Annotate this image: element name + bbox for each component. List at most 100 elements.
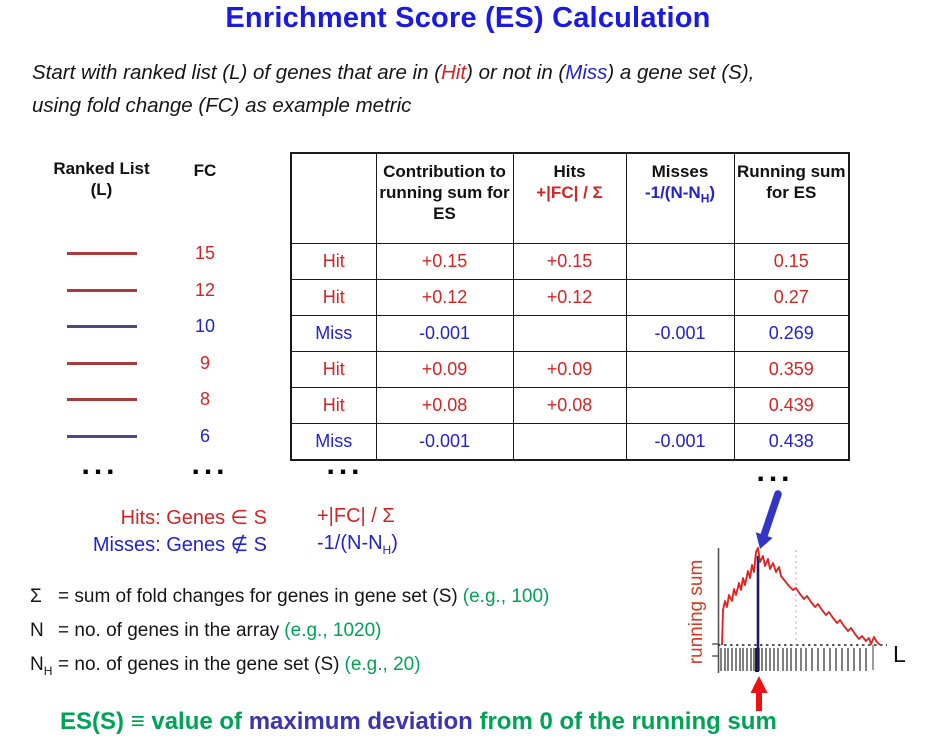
hit-miss-cell: Hit xyxy=(290,279,377,316)
def-example: (e.g., 20) xyxy=(344,653,421,675)
misses-header-formula: -1/(N-NH) xyxy=(644,183,716,206)
misses-legend-formula-pre: -1/(N-N xyxy=(317,532,383,554)
def-symbol: Σ xyxy=(30,586,42,607)
hits-legend-formula: +|FC| / Σ xyxy=(317,505,395,527)
definition-row: N = no. of genes in the array (e.g., 1020) xyxy=(30,617,549,651)
hits-header-title: Hits xyxy=(553,162,586,181)
misses-legend-formula-sub: H xyxy=(382,543,392,557)
hit-miss-cell: Miss xyxy=(290,423,377,461)
contribution-cell: -0.001 xyxy=(375,423,514,461)
misses-formula-post: ) xyxy=(709,183,716,202)
es-position-arrow-icon xyxy=(750,676,768,711)
contribution-cell: +0.12 xyxy=(375,279,514,316)
misses-cell xyxy=(625,351,735,388)
hits-cell: +0.08 xyxy=(512,387,627,424)
running-sum-header: Running sum for ES xyxy=(733,152,850,244)
contribution-cell: +0.09 xyxy=(375,351,514,388)
table-row: Hit +0.15 +0.15 0.15 xyxy=(290,243,850,280)
misses-header: Misses -1/(N-NH) xyxy=(625,152,735,244)
gene-rank-line xyxy=(67,398,137,401)
ranked-list-item: 9 xyxy=(32,346,262,382)
misses-header-title: Misses xyxy=(651,162,709,181)
page-title: Enrichment Score (ES) Calculation xyxy=(225,2,711,34)
ellipsis-chart: ... xyxy=(756,455,794,488)
def-symbol: N xyxy=(30,619,44,641)
hits-cell: +0.15 xyxy=(512,243,627,280)
table-row: Hit +0.09 +0.09 0.359 xyxy=(290,351,850,388)
contribution-cell: -0.001 xyxy=(375,315,514,352)
hits-cell: +0.12 xyxy=(512,279,627,316)
fc-header: FC xyxy=(193,161,217,180)
hits-cell xyxy=(512,423,627,461)
ellipsis-ranked-list: ... xyxy=(81,448,119,481)
hit-miss-cell: Hit xyxy=(290,243,377,280)
definition-row: NH = no. of genes in the gene set (S) (e.g… xyxy=(30,651,549,685)
es-calculation-table: Contribution to running sum for ES Hits … xyxy=(290,152,850,461)
def-example: (e.g., 1020) xyxy=(284,619,382,641)
hits-cell xyxy=(512,315,627,352)
running-sum-cell: 0.269 xyxy=(733,315,850,352)
table-row: Miss -0.001 -0.001 0.269 xyxy=(290,315,850,352)
running-sum-cell: 0.27 xyxy=(733,279,850,316)
running-sum-chart: running sum L xyxy=(686,490,906,711)
def-symbol: NH xyxy=(30,653,53,678)
def-example: (e.g., 100) xyxy=(462,586,550,607)
hit-miss-cell: Hit xyxy=(290,351,377,388)
def-text: = no. of genes in the gene set (S) xyxy=(58,653,340,675)
hit-miss-cell: Hit xyxy=(290,387,377,424)
gene-rank-line xyxy=(67,325,137,328)
gene-rank-line xyxy=(67,289,137,292)
conclusion-part1: ES(S) ≡ value of xyxy=(60,708,249,735)
hits-header: Hits +|FC| / Σ xyxy=(512,152,627,244)
conclusion-part2: maximum deviation xyxy=(248,708,473,735)
ranked-list-header-line2: (L) xyxy=(90,180,113,199)
gene-rank-line xyxy=(67,435,137,438)
misses-legend: Misses: Genes ∉ S -1/(N-NH) xyxy=(32,532,492,557)
misses-cell: -0.001 xyxy=(625,423,735,461)
chart-x-label: L xyxy=(893,641,906,667)
hits-header-formula: +|FC| / Σ xyxy=(536,183,603,202)
definitions: Σ = sum of fold changes for genes in gene… xyxy=(30,583,549,684)
misses-legend-label: Misses: Genes ∉ S xyxy=(92,534,267,556)
def-text: = sum of fold changes for genes in gene … xyxy=(58,586,458,607)
definition-row: Σ = sum of fold changes for genes in gene… xyxy=(30,583,549,617)
ranked-list-item: 12 xyxy=(32,273,262,309)
running-sum-cell: 0.15 xyxy=(733,243,850,280)
def-text: = no. of genes in the array xyxy=(58,619,280,641)
table-row: Miss -0.001 -0.001 0.438 xyxy=(290,423,850,461)
ranked-list-item: 6 xyxy=(32,419,262,455)
chart-y-label: running sum xyxy=(686,560,707,665)
conclusion-text: ES(S) ≡ value of maximum deviation from … xyxy=(60,708,777,736)
misses-formula-pre: -1/(N-N xyxy=(644,183,701,202)
gene-hit-ticks xyxy=(720,645,874,672)
fc-value: 15 xyxy=(194,243,216,263)
running-sum-cell: 0.439 xyxy=(733,387,850,424)
ellipsis-table: ... xyxy=(326,448,364,481)
contribution-cell: +0.08 xyxy=(375,387,514,424)
misses-legend-formula-post: ) xyxy=(391,532,398,554)
fc-value: 12 xyxy=(194,280,216,300)
miss-word: Miss xyxy=(565,61,608,84)
ranked-list-item: 15 xyxy=(32,236,262,272)
ranked-list-item: 10 xyxy=(32,309,262,345)
misses-legend-formula: -1/(N-NH) xyxy=(317,532,398,557)
table-row: Hit +0.08 +0.08 0.439 xyxy=(290,387,850,424)
fc-value: 9 xyxy=(199,353,210,373)
running-sum-curve xyxy=(721,547,881,646)
intro-part2: ) or not in ( xyxy=(466,61,566,84)
peak-arrow-icon xyxy=(755,490,782,549)
intro-text: Start with ranked list (L) of genes that… xyxy=(32,56,918,122)
running-sum-cell: 0.359 xyxy=(733,351,850,388)
hit-miss-cell: Miss xyxy=(290,315,377,352)
gene-rank-line xyxy=(67,252,137,255)
gene-rank-line xyxy=(67,362,137,365)
ellipsis-fc: ... xyxy=(191,448,229,481)
conclusion-part3: from 0 of the running sum xyxy=(472,708,777,735)
ranked-list-header-line1: Ranked List xyxy=(53,159,150,178)
hits-cell: +0.09 xyxy=(512,351,627,388)
fc-value: 8 xyxy=(199,389,210,409)
hit-word: Hit xyxy=(441,61,467,84)
misses-formula-sub: H xyxy=(700,191,710,206)
hits-legend: Hits: Genes ∈ S +|FC| / Σ xyxy=(32,505,492,530)
